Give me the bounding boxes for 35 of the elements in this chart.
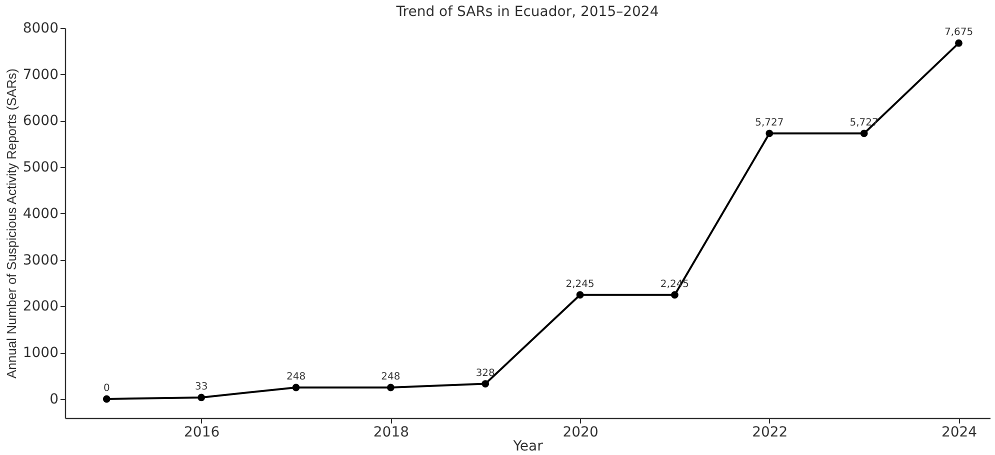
y-tick-label: 1000 [22, 345, 58, 362]
x-axis-title: Year [512, 438, 544, 454]
y-tick-label: 4000 [22, 206, 58, 222]
x-tick-label: 2016 [184, 424, 220, 440]
data-label: 248 [286, 371, 306, 382]
y-tick-label: 8000 [22, 20, 58, 36]
y-tick-label: 6000 [22, 113, 58, 130]
y-tick-label: 3000 [22, 252, 58, 268]
y-tick-label: 0 [50, 391, 58, 408]
point [766, 130, 774, 138]
y-tick-label: 7000 [22, 66, 58, 83]
point [955, 39, 962, 47]
point [671, 291, 678, 299]
x-tick-label: 2022 [752, 424, 788, 440]
data-label: 7,675 [944, 27, 974, 38]
point [198, 394, 206, 402]
y-axis-title: Annual Number of Suspicious Activity Reports (SARs) [4, 68, 19, 378]
point [860, 130, 868, 138]
x-tick-label: 2024 [941, 424, 978, 440]
x-tick-label: 2020 [562, 424, 598, 440]
data-label: 5,727 [755, 117, 784, 128]
point [386, 384, 394, 392]
data-label: 248 [381, 371, 400, 382]
data-label: 2,245 [566, 278, 594, 290]
y-tick-label: 2000 [22, 298, 58, 315]
point [482, 380, 490, 388]
data-label: 33 [194, 381, 208, 392]
chart-title: Trend of SARs in Ecuador, 2015–2024 [395, 4, 659, 20]
point [102, 395, 110, 403]
x-tick-label: 2018 [373, 424, 410, 440]
point [576, 291, 584, 299]
point [292, 384, 300, 392]
data-label: 328 [476, 368, 495, 379]
y-tick-label: 5000 [22, 160, 58, 176]
data-label: 0 [103, 382, 110, 394]
